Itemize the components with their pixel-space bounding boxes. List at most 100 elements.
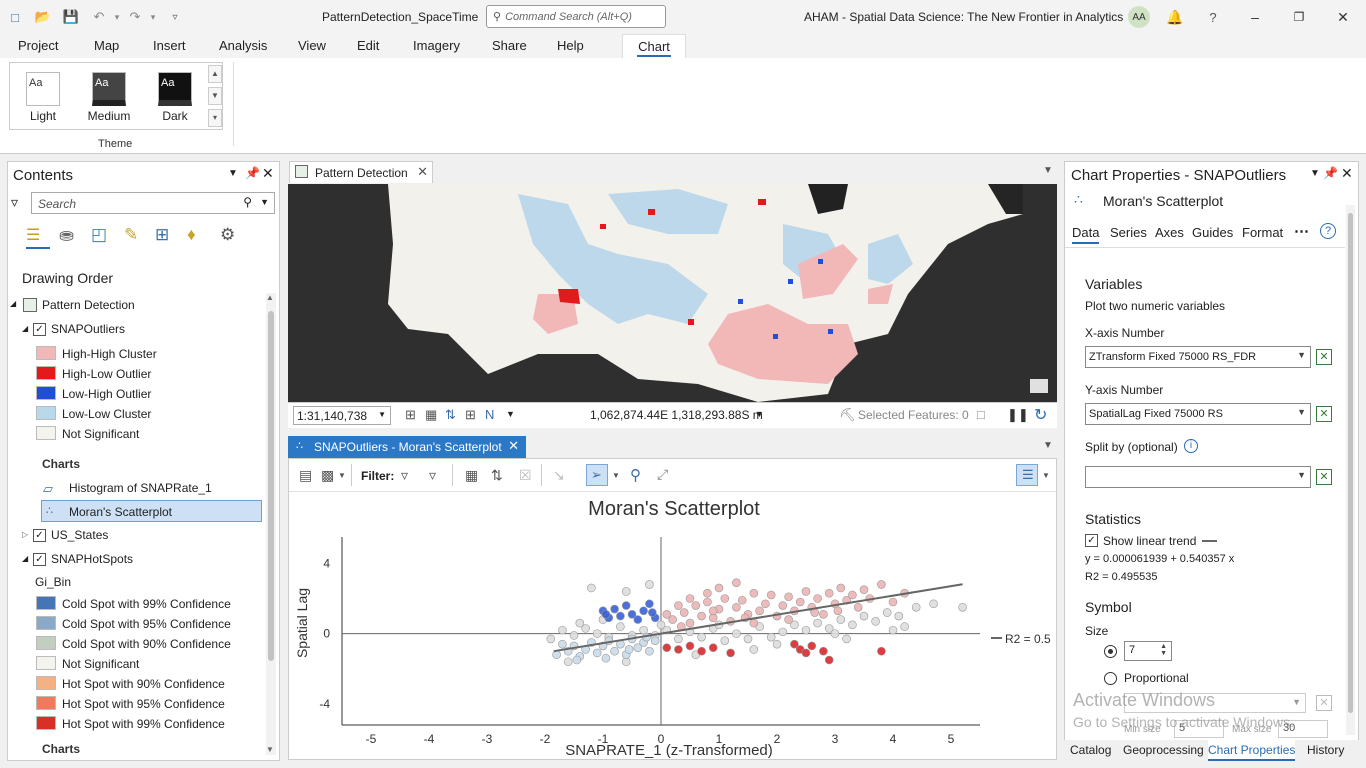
open-folder-icon[interactable]: 📂 bbox=[34, 9, 52, 24]
table-icon[interactable]: ▦ bbox=[465, 467, 479, 483]
add-chart-icon[interactable]: ▩ bbox=[321, 467, 335, 483]
undo-dropdown-icon[interactable]: ▾ bbox=[114, 11, 120, 22]
hotspot-class-swatch[interactable] bbox=[36, 656, 56, 670]
pane-close-icon[interactable]: ✕ bbox=[1341, 165, 1353, 181]
chevron-down-icon[interactable]: ▼ bbox=[755, 409, 764, 419]
filter-icon[interactable]: ▿ bbox=[11, 194, 19, 210]
stepper-arrows-icon[interactable]: ▲ ▼ bbox=[1160, 643, 1167, 657]
snapping-icon[interactable]: ⊞ bbox=[465, 407, 476, 422]
expand-icon[interactable]: ▷ bbox=[22, 530, 29, 539]
scatterplot-chart[interactable]: Moran's Scatterplot -5 -4 -3 -2 -1 0 1 2 3 4 5 -4 0 4… bbox=[289, 493, 1056, 759]
pane-menu-icon[interactable]: ▼ bbox=[1310, 168, 1320, 179]
layer-visibility-checkbox[interactable]: ✓ bbox=[33, 553, 46, 566]
clear-x-field-icon[interactable]: ✕ bbox=[1316, 349, 1332, 365]
theme-medium-button[interactable]: Aa Medium bbox=[88, 72, 130, 123]
pane-menu-icon[interactable]: ▼ bbox=[228, 168, 238, 179]
full-extent-icon[interactable]: ⤢ bbox=[657, 466, 669, 482]
legend-toggle-button[interactable]: ☰ bbox=[1016, 464, 1038, 486]
y-axis-field-select[interactable]: SpatialLag Fixed 75000 RS ▼ bbox=[1085, 403, 1311, 425]
select-icon[interactable]: ⛏ bbox=[839, 407, 856, 422]
hotspot-class-swatch[interactable] bbox=[36, 596, 56, 610]
command-search[interactable]: ⚲ Command Search (Alt+Q) bbox=[486, 5, 666, 28]
tab-share[interactable]: Share bbox=[492, 38, 527, 53]
table-icon[interactable]: ▦ bbox=[425, 407, 438, 422]
tab-chart-properties[interactable]: Chart Properties bbox=[1208, 740, 1296, 761]
hotspot-class-swatch[interactable] bbox=[36, 636, 56, 650]
hotspot-class-swatch[interactable] bbox=[36, 716, 56, 730]
help-icon[interactable]: ? bbox=[1209, 9, 1217, 25]
zoom-in-icon[interactable]: ⚲ bbox=[630, 467, 641, 484]
collapse-icon[interactable]: ◢ bbox=[22, 324, 29, 333]
scroll-up-icon[interactable]: ▲ bbox=[266, 293, 274, 302]
chevron-down-icon[interactable]: ▼ bbox=[1042, 471, 1050, 480]
proportional-radio[interactable] bbox=[1104, 672, 1117, 685]
scrollbar-thumb[interactable] bbox=[268, 311, 274, 661]
tab-axes[interactable]: Axes bbox=[1155, 225, 1184, 240]
hotspot-class-swatch[interactable] bbox=[36, 616, 56, 630]
list-by-selection-icon[interactable]: ◰ bbox=[91, 225, 108, 244]
north-arrow-icon[interactable]: N bbox=[485, 407, 495, 422]
chevron-down-icon[interactable]: ▼ bbox=[506, 409, 515, 419]
pause-icon[interactable]: ❚❚ bbox=[1007, 407, 1029, 422]
tab-guides[interactable]: Guides bbox=[1192, 225, 1234, 240]
tab-imagery[interactable]: Imagery bbox=[413, 38, 460, 53]
outlier-class-swatch[interactable] bbox=[36, 406, 56, 420]
layer-snapoutliers[interactable]: SNAPOutliers bbox=[51, 322, 126, 336]
close-icon[interactable]: ✕ bbox=[417, 164, 428, 179]
close-icon[interactable]: ✕ bbox=[1337, 8, 1349, 25]
split-by-select[interactable]: ▼ bbox=[1085, 466, 1311, 488]
map-canvas[interactable] bbox=[288, 184, 1057, 402]
tab-format[interactable]: Format bbox=[1242, 225, 1284, 240]
gallery-down-icon[interactable]: ▼ bbox=[208, 87, 222, 105]
outlier-class-swatch[interactable] bbox=[36, 366, 56, 380]
switch-selection-icon[interactable]: ⇅ bbox=[491, 467, 503, 483]
filter-by-selection-icon[interactable]: ▿ bbox=[429, 467, 437, 483]
tab-view[interactable]: View bbox=[298, 38, 326, 53]
list-by-drawing-order-icon[interactable]: ☰ bbox=[26, 225, 50, 249]
close-icon[interactable]: ✕ bbox=[508, 438, 519, 453]
theme-dark-button[interactable]: Aa Dark bbox=[158, 72, 192, 123]
info-icon[interactable]: i bbox=[1184, 439, 1198, 453]
tab-map-view[interactable]: Pattern Detection ✕ bbox=[289, 161, 433, 183]
view-menu-icon[interactable]: ▼ bbox=[1043, 165, 1053, 176]
tab-chart-view[interactable]: ∴ SNAPOutliers - Moran's Scatterplot ✕ bbox=[288, 436, 526, 458]
tab-catalog[interactable]: Catalog bbox=[1070, 743, 1112, 757]
clear-proportional-icon[interactable]: ✕ bbox=[1316, 695, 1332, 711]
hotspot-class-swatch[interactable] bbox=[36, 676, 56, 690]
hotspot-class-swatch[interactable] bbox=[36, 696, 56, 710]
properties-scrollbar[interactable] bbox=[1346, 205, 1355, 735]
layer-snaphotspots[interactable]: SNAPHotSpots bbox=[51, 552, 134, 566]
contents-search-input[interactable]: Search ⚲ ▼ bbox=[31, 192, 275, 214]
chart-moran-item-selected[interactable] bbox=[41, 500, 262, 522]
layer-us-states[interactable]: US_States bbox=[51, 528, 109, 542]
customize-toolbar-icon[interactable]: ▿ bbox=[172, 11, 178, 23]
tab-edit[interactable]: Edit bbox=[357, 38, 380, 53]
collapse-icon[interactable]: ◢ bbox=[22, 554, 29, 563]
tab-map[interactable]: Map bbox=[94, 38, 120, 53]
redo-icon[interactable]: ↷ bbox=[129, 9, 141, 24]
theme-light-button[interactable]: Aa Light bbox=[26, 72, 60, 123]
avatar[interactable]: AA bbox=[1128, 6, 1150, 28]
list-by-editing-icon[interactable]: ✎ bbox=[124, 225, 139, 244]
more-options-icon[interactable]: ⋯ bbox=[1294, 223, 1309, 240]
help-icon[interactable]: ? bbox=[1320, 223, 1336, 239]
size-stepper[interactable]: 7 ▲ ▼ bbox=[1124, 641, 1172, 661]
contents-scrollbar[interactable] bbox=[266, 293, 276, 755]
clear-y-field-icon[interactable]: ✕ bbox=[1316, 406, 1332, 422]
tab-analysis[interactable]: Analysis bbox=[219, 38, 268, 53]
show-trend-checkbox[interactable]: ✓ bbox=[1085, 534, 1098, 547]
chevron-down-icon[interactable]: ▼ bbox=[612, 471, 620, 480]
collapse-icon[interactable]: ◢ bbox=[10, 299, 17, 308]
navigator-icon[interactable]: ⇅ bbox=[445, 407, 456, 422]
grid-icon[interactable]: ⊞ bbox=[405, 407, 416, 422]
zoom-to-selection-icon[interactable]: ↘ bbox=[553, 467, 565, 483]
pane-close-icon[interactable]: ✕ bbox=[262, 165, 274, 181]
tab-project[interactable]: Project bbox=[18, 38, 59, 53]
filter-by-extent-icon[interactable]: ▿ bbox=[401, 467, 409, 483]
layer-visibility-checkbox[interactable]: ✓ bbox=[33, 323, 46, 336]
outlier-class-swatch[interactable] bbox=[36, 426, 56, 440]
chart-moran-item[interactable]: Moran's Scatterplot bbox=[69, 505, 173, 519]
min-size-stepper[interactable]: 5 bbox=[1174, 720, 1224, 738]
pin-icon[interactable]: 📌 bbox=[245, 166, 260, 180]
notification-bell-icon[interactable]: 🔔 bbox=[1166, 8, 1184, 25]
